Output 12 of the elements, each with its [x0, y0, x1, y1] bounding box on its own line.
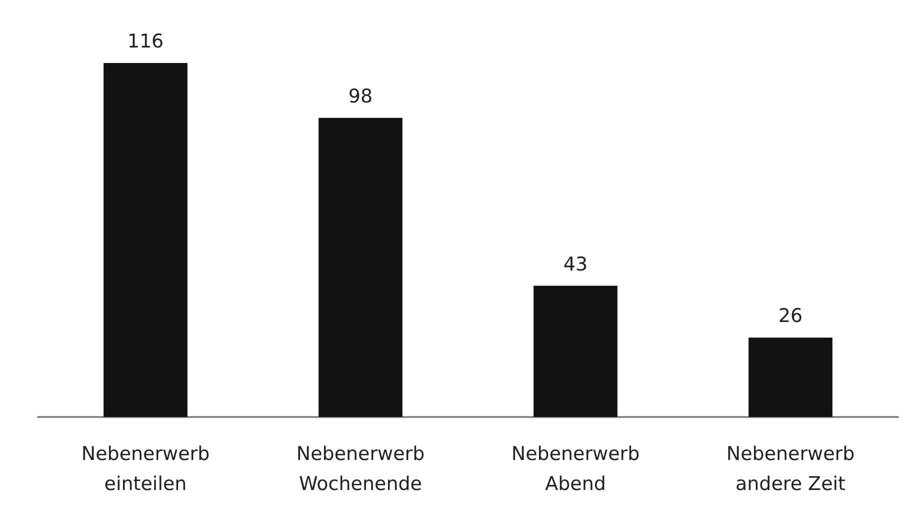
x-tick-label: Nebenerwerb andere Zeit	[726, 443, 855, 495]
x-tick-label: Nebenerwerb einteilen	[81, 443, 210, 495]
bar	[104, 63, 188, 417]
data-label: 116	[127, 30, 164, 52]
bar	[318, 118, 402, 417]
x-tick-label: Nebenerwerb Wochenende	[296, 443, 425, 495]
bar	[534, 286, 618, 417]
data-label: 26	[778, 305, 803, 328]
data-label: 98	[348, 85, 373, 108]
x-tick-label: Nebenerwerb Abend	[511, 443, 640, 495]
data-label: 43	[563, 253, 588, 276]
bar	[748, 338, 832, 417]
